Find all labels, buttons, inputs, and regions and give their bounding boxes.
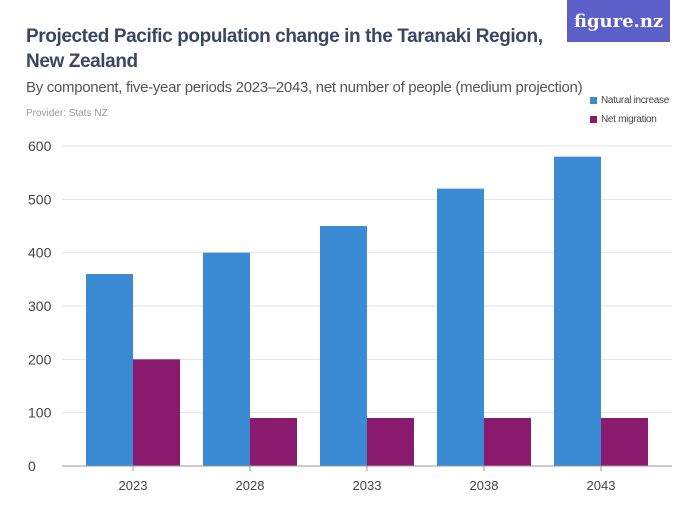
x-tick-label: 2028 <box>236 478 265 493</box>
chart-title: Projected Pacific population change in t… <box>26 26 543 72</box>
legend-item-natural-increase: Natural increase <box>590 95 669 106</box>
bar-net-migration-2023 <box>133 359 180 466</box>
y-tick-label: 500 <box>28 191 52 207</box>
legend-item-net-migration: Net migration <box>590 114 657 125</box>
bar-net-migration-2028 <box>250 418 297 466</box>
y-tick-label: 0 <box>28 458 36 474</box>
y-tick-label: 200 <box>28 351 52 367</box>
legend-swatch <box>590 116 597 123</box>
figure-nz-logo[interactable]: figure.nz <box>567 0 670 42</box>
chart-subtitle: By component, five-year periods 2023–204… <box>26 79 583 96</box>
y-tick-label: 300 <box>28 298 52 314</box>
x-tick-label: 2033 <box>353 478 382 493</box>
bar-natural-increase-2038 <box>437 188 484 466</box>
provider: Provider: Stats NZ <box>26 108 108 119</box>
x-tick-label: 2023 <box>119 478 148 493</box>
x-tick-label: 2043 <box>587 478 616 493</box>
legend-swatch <box>590 97 597 104</box>
legend-label: Natural increase <box>601 95 670 106</box>
bar-net-migration-2033 <box>367 418 414 466</box>
legend-label: Net migration <box>601 114 657 125</box>
y-tick-label: 600 <box>28 138 52 154</box>
bar-natural-increase-2033 <box>320 226 367 466</box>
y-tick-label: 100 <box>28 405 52 421</box>
bar-natural-increase-2023 <box>86 274 133 466</box>
bar-net-migration-2038 <box>484 418 531 466</box>
bar-natural-increase-2043 <box>554 156 601 466</box>
bar-net-migration-2043 <box>601 418 648 466</box>
x-tick-label: 2038 <box>470 478 499 493</box>
y-tick-label: 400 <box>28 245 52 261</box>
bar-natural-increase-2028 <box>203 252 250 466</box>
